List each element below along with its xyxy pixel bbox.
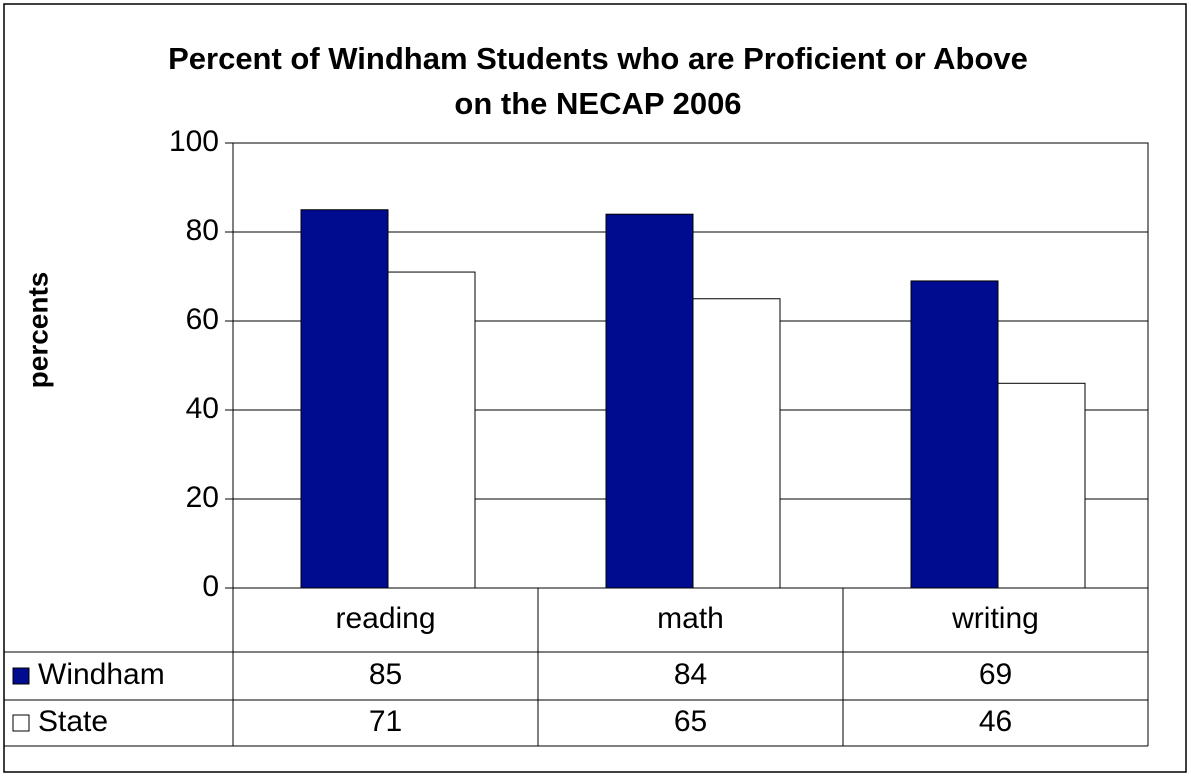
y-axis-label: percents [22,272,53,389]
data-label: 69 [979,658,1012,691]
y-tick-label: 20 [186,481,219,514]
x-tick-label: reading [335,602,435,635]
y-tick-label: 40 [186,392,219,425]
chart-title: Percent of Windham Students who are Prof… [168,41,1028,121]
bar [605,213,694,589]
data-label: 85 [369,658,402,691]
bar [387,271,476,589]
y-tick-label: 100 [169,125,219,158]
legend-key [12,714,30,732]
x-tick-label: math [657,602,724,635]
data-label: 84 [674,658,707,691]
bar [300,209,389,589]
x-tick-label: writing [951,602,1039,635]
legend-label: Windham [38,658,165,691]
data-label: 65 [674,705,707,738]
bar [692,298,781,589]
data-label: 46 [979,705,1012,738]
y-tick-label: 0 [202,570,219,603]
legend-key [12,667,30,685]
bar [910,280,999,589]
y-tick-label: 60 [186,303,219,336]
data-label: 71 [369,705,402,738]
y-tick-label: 80 [186,214,219,247]
bar [997,382,1086,589]
legend-label: State [38,705,108,738]
